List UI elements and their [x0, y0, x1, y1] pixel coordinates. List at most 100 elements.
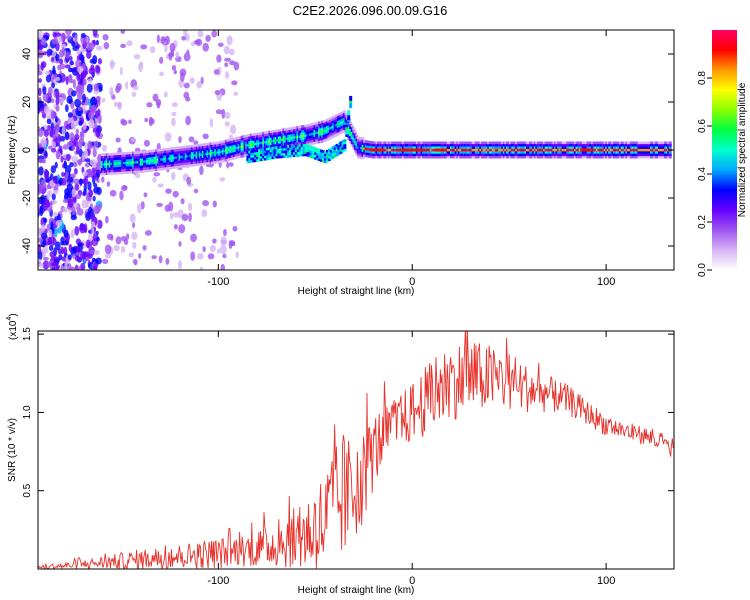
- spectrogram-ridge-cell: [329, 157, 333, 160]
- spectrogram-ridge-cell: [667, 153, 671, 157]
- spectrogram-ridge-cell: [341, 145, 345, 148]
- spectrogram-ridge-cell: [532, 151, 536, 154]
- spectrogram-ridge-cell: [150, 154, 154, 158]
- spectrogram-ridge-cell: [184, 155, 188, 158]
- spectrogram-ridge-cell: [322, 127, 326, 130]
- spectrogram-ridge-cell: [145, 152, 149, 156]
- spectrogram-noise-cell: [38, 63, 41, 73]
- spectrogram-ridge-cell: [552, 151, 556, 154]
- spectrogram-ridge-cell: [212, 151, 216, 155]
- spectrogram-ridge-cell: [468, 153, 472, 157]
- spectrogram-ridge-cell: [201, 155, 205, 159]
- spectrogram-ridge-cell: [510, 141, 514, 145]
- spectrogram-ridge-cell: [553, 148, 557, 152]
- spectrogram-noise-cell: [55, 149, 61, 160]
- spectrogram-ridge-cell: [532, 148, 536, 152]
- spectrogram-ridge-cell: [150, 166, 154, 170]
- spectrogram-ridge-cell: [352, 134, 356, 138]
- spectrogram-ridge-cell: [327, 130, 331, 133]
- spectrogram-noise-cell: [74, 255, 81, 262]
- spectrogram-ridge-cell: [248, 143, 252, 147]
- spectrogram-ridge-cell: [209, 159, 213, 162]
- spectrogram-ridge-cell: [110, 172, 114, 175]
- spectrogram-ridge-cell: [343, 141, 347, 145]
- spectrogram-ridge-cell: [214, 153, 218, 157]
- spectrogram-ridge-cell: [355, 150, 359, 154]
- spectrogram-ridge-cell: [600, 155, 604, 159]
- spectrogram-ridge-cell: [133, 153, 137, 157]
- spectrogram-ridge-cell: [504, 141, 508, 145]
- spectrogram-ridge-cell: [530, 155, 534, 159]
- spectrogram-ridge-cell: [636, 146, 640, 149]
- spectrogram-ridge-cell: [156, 160, 160, 164]
- spectrogram-ridge-cell: [378, 153, 382, 157]
- spectrogram-ridge-cell: [153, 154, 157, 157]
- spectrogram-ridge-cell: [349, 136, 353, 139]
- spectrogram-ridge-cell: [169, 147, 173, 151]
- spectrogram-ridge-cell: [401, 155, 405, 159]
- spectrogram-ridge-cell: [217, 141, 221, 145]
- spectrogram-ridge-cell: [313, 129, 317, 133]
- spectrogram-ridge-cell: [198, 146, 202, 149]
- spectrogram-ridge-cell: [290, 134, 294, 137]
- spectrogram-ridge-cell: [463, 143, 467, 147]
- spectrogram-ridge-cell: [412, 153, 416, 157]
- spectrogram-ridge-cell: [229, 150, 233, 154]
- spectrogram-ridge-cell: [485, 151, 489, 154]
- spectrogram-noise-cell: [64, 104, 69, 113]
- spectrogram-ridge-cell: [420, 153, 424, 157]
- spectrogram-ridge-cell: [124, 168, 128, 172]
- spectrogram-ridge-cell: [149, 152, 153, 155]
- spectrogram-ridge-cell: [563, 148, 567, 152]
- spectrogram-ridge-cell: [662, 146, 666, 149]
- spectrogram-ridge-cell: [108, 172, 112, 175]
- snr-scale-exponent: 4: [6, 317, 13, 321]
- spectrogram-ridge-cell: [308, 126, 312, 129]
- spectrogram-ridge-cell: [110, 160, 114, 163]
- spectrogram-ridge-cell: [192, 151, 196, 155]
- spectrogram-ridge-cell: [335, 121, 339, 125]
- spectrogram-ridge-cell: [228, 150, 232, 154]
- spectrogram-ridge-cell: [499, 143, 503, 147]
- spectrogram-ridge-cell: [561, 155, 565, 159]
- spectrogram-ridge-cell: [575, 148, 579, 152]
- spectrogram-ridge-cell: [572, 148, 576, 152]
- spectrogram-ridge-cell: [575, 146, 579, 149]
- spectrogram-ridge-cell: [183, 162, 187, 166]
- spectrogram-ridge-cell: [215, 151, 219, 154]
- spectrogram-ridge-cell: [490, 143, 494, 147]
- spectrogram-ridge-cell: [313, 139, 317, 142]
- spectrogram-noise-cell: [86, 168, 93, 178]
- spectrogram-ridge-cell: [176, 160, 180, 164]
- spectrogram-ridge-cell: [664, 143, 668, 147]
- spectrogram-ridge-cell: [580, 155, 584, 159]
- spectrogram-ridge-cell: [310, 146, 314, 149]
- spectrogram-ridge-cell: [235, 151, 239, 154]
- spectrogram-noise-cell: [196, 81, 203, 89]
- spectrogram-ridge-cell: [656, 153, 660, 157]
- spectrogram-ridge-cell: [488, 155, 492, 159]
- spectrogram-ridge-cell: [176, 158, 180, 162]
- spectrogram-ridge-cell: [353, 135, 357, 139]
- spectrogram-ridge-cell: [178, 160, 182, 164]
- spectrogram-ridge-cell: [291, 126, 295, 130]
- spectrogram-ridge-cell: [557, 141, 561, 145]
- spectrogram-ridge-cell: [290, 127, 294, 130]
- spectrogram-ridge-cell: [507, 146, 511, 149]
- spectrogram-noise-cell: [95, 39, 99, 46]
- spectrogram-ridge-cell: [287, 147, 291, 151]
- spectrogram-ridge-cell: [297, 132, 301, 136]
- spectrogram-ridge-cell: [386, 146, 390, 149]
- spectrogram-ridge-cell: [628, 151, 632, 154]
- spectrogram-ridge-cell: [156, 165, 160, 169]
- spectrogram-ridge-cell: [550, 143, 554, 147]
- spectrogram-ridge-cell: [443, 151, 447, 154]
- spectrogram-ridge-cell: [208, 142, 212, 146]
- spectrogram-ridge-cell: [369, 155, 373, 159]
- spectrogram-ridge-cell: [293, 131, 297, 134]
- spectrogram-ridge-cell: [349, 121, 353, 125]
- spectrogram-ridge-cell: [426, 155, 430, 159]
- spectrogram-ridge-cell: [350, 129, 354, 133]
- spectrogram-noise-cell: [73, 178, 81, 185]
- spectrogram-ridge-cell: [434, 143, 438, 147]
